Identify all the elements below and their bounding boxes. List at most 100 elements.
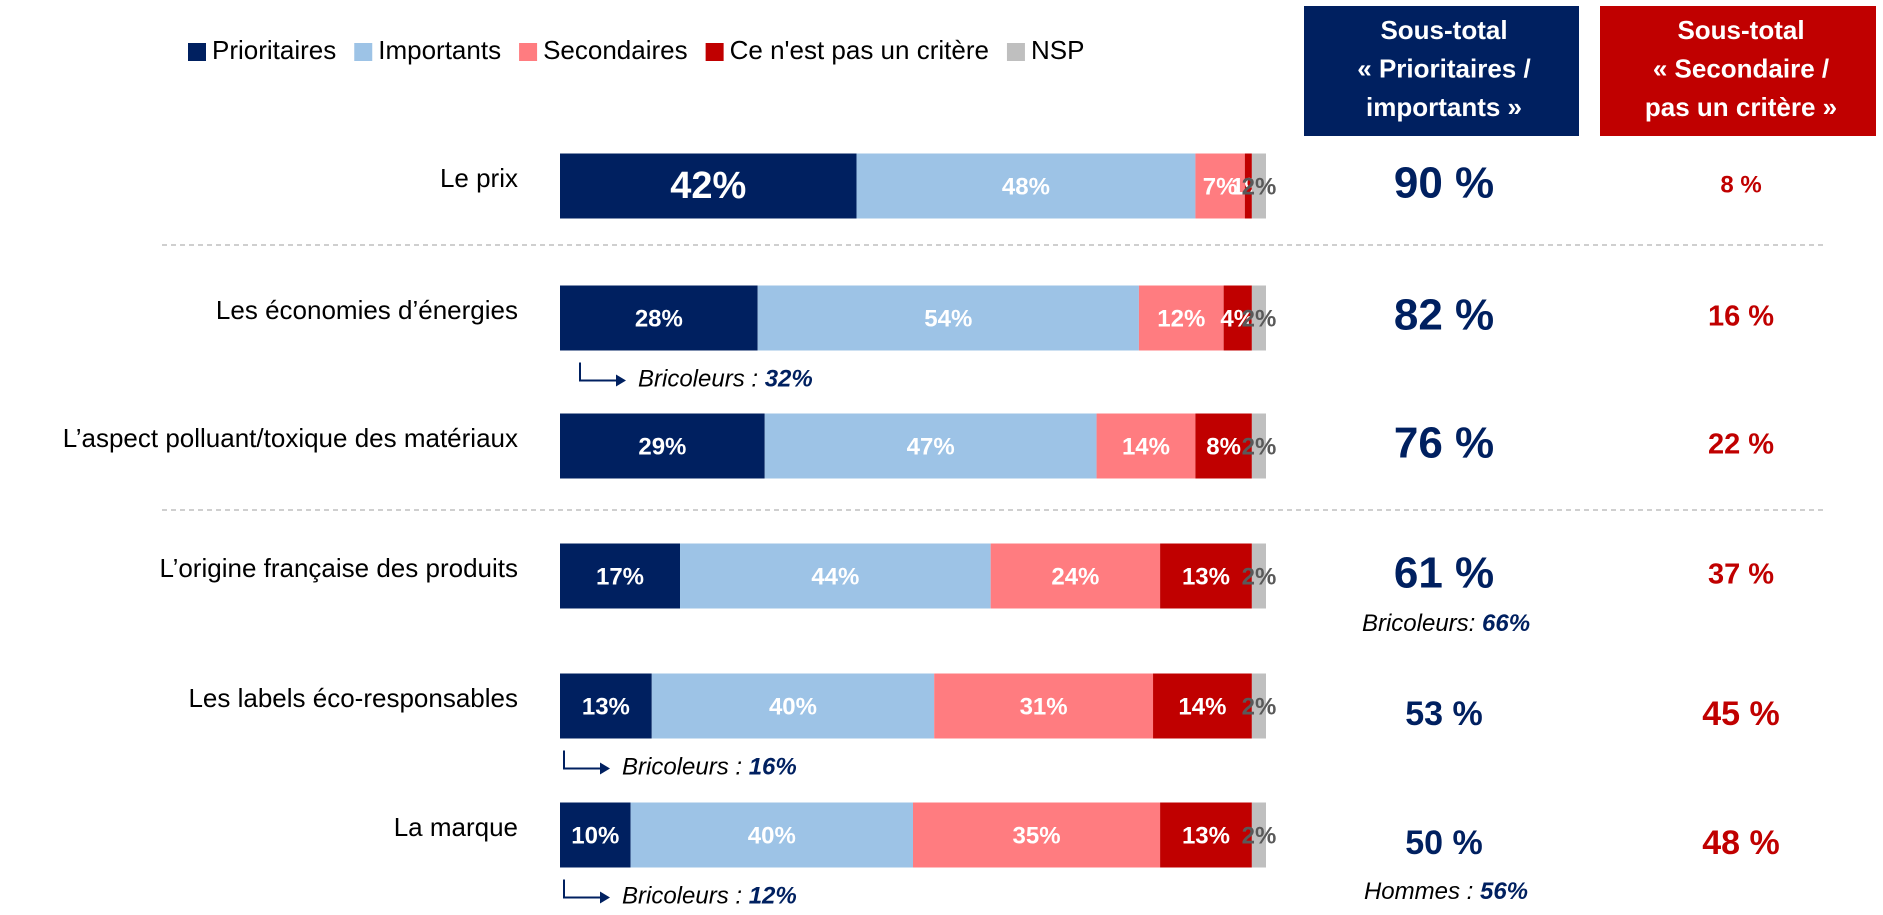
bar-value-label: 13%	[1182, 563, 1230, 590]
note-label: Bricoleurs:	[1362, 610, 1482, 637]
legend-label: NSP	[1031, 35, 1084, 65]
category-label: Les labels éco-responsables	[188, 683, 518, 713]
subtotal-header-line: « Prioritaires /	[1357, 53, 1530, 83]
subtotal-value: 61 %	[1394, 549, 1494, 598]
bar-segment	[1160, 802, 1252, 868]
legend-swatch	[519, 43, 538, 61]
category-label: L’origine française des produits	[160, 553, 518, 583]
note-label: Bricoleurs :	[622, 754, 749, 781]
subtotal-value: 22 %	[1708, 429, 1774, 461]
note-label: Bricoleurs :	[622, 883, 749, 910]
bar-segment	[1223, 285, 1252, 351]
bar-value-label: 13%	[582, 693, 630, 720]
subtotal-header-line: « Secondaire /	[1653, 53, 1829, 83]
note-arrowhead	[616, 374, 626, 387]
bar-value-label: 44%	[811, 563, 859, 590]
bar-segment	[1195, 153, 1245, 219]
category-label: La marque	[394, 812, 518, 842]
note-arrowhead	[600, 762, 610, 775]
bar-value-label: 17%	[596, 563, 644, 590]
note-value: 66%	[1482, 610, 1530, 637]
bar-segment	[1160, 543, 1252, 609]
subtotal-value: 48 %	[1702, 824, 1780, 862]
subtotal-header-box	[1304, 6, 1579, 136]
bar-segment	[560, 673, 652, 739]
bar-value-label: 8%	[1206, 433, 1241, 460]
category-label: L’aspect polluant/toxique des matériaux	[63, 423, 518, 453]
legend-swatch	[705, 43, 724, 61]
bar-value-label: 10%	[571, 822, 619, 849]
bar-segment	[1195, 413, 1252, 479]
bar-value-label: 4%	[1220, 305, 1255, 332]
bar-segment	[1251, 673, 1266, 739]
bar-segment	[934, 673, 1154, 739]
note: Bricoleurs: 66%	[1362, 610, 1530, 637]
bar-segment	[680, 543, 991, 609]
note: Bricoleurs : 12%	[622, 883, 797, 910]
legend-swatch	[354, 43, 373, 61]
bar-value-label: 2%	[1242, 173, 1277, 200]
note: Hommes : 56%	[1364, 878, 1528, 905]
subtotal-header-line: pas un critère »	[1645, 92, 1837, 122]
bar-segment	[560, 153, 857, 219]
bar-segment	[651, 673, 935, 739]
bar-segment	[856, 153, 1196, 219]
note-value: 16%	[749, 754, 797, 781]
bar-segment	[1251, 802, 1266, 868]
note-arrow	[563, 879, 600, 899]
bar-segment	[630, 802, 913, 868]
bar-value-label: 2%	[1242, 693, 1277, 720]
bar-segment	[560, 285, 758, 351]
note: Bricoleurs : 16%	[622, 754, 797, 781]
bar-segment	[757, 285, 1139, 351]
bar-value-label: 28%	[635, 305, 683, 332]
note: Bricoleurs : 32%	[638, 366, 813, 393]
bar-value-label: 2%	[1242, 822, 1277, 849]
subtotal-value: 8 %	[1720, 171, 1761, 198]
bar-value-label: 13%	[1182, 822, 1230, 849]
bar-value-label: 29%	[638, 433, 686, 460]
subtotal-header-line: Sous-total	[1677, 15, 1804, 45]
bar-segment	[990, 543, 1161, 609]
subtotal-value: 53 %	[1405, 695, 1483, 733]
bar-value-label: 40%	[748, 822, 796, 849]
bar-segment	[1153, 673, 1252, 739]
bar-segment	[1251, 543, 1266, 609]
legend-label: Secondaires	[543, 35, 688, 65]
note-arrow	[563, 750, 600, 770]
bar-segment	[560, 802, 631, 868]
note-label: Hommes :	[1364, 878, 1480, 905]
bar-segment	[1244, 153, 1252, 219]
category-label: Les économies d’énergies	[216, 295, 518, 325]
bar-value-label: 40%	[769, 693, 817, 720]
bar-value-label: 47%	[907, 433, 955, 460]
bar-value-label: 12%	[1157, 305, 1205, 332]
note-label: Bricoleurs :	[638, 366, 765, 393]
bar-value-label: 14%	[1122, 433, 1170, 460]
bar-value-label: 42%	[670, 165, 746, 207]
note-arrowhead	[600, 891, 610, 904]
bar-segment	[560, 413, 765, 479]
bar-segment	[1251, 285, 1266, 351]
bar-segment	[1251, 413, 1266, 479]
subtotal-value: 50 %	[1405, 824, 1483, 862]
legend-label: Ce n'est pas un critère	[730, 35, 989, 65]
note-value: 32%	[765, 366, 813, 393]
bar-value-label: 7%	[1203, 173, 1238, 200]
subtotal-value: 16 %	[1708, 301, 1774, 333]
bar-value-label: 35%	[1013, 822, 1061, 849]
bar-segment	[1138, 285, 1224, 351]
legend-label: Importants	[378, 35, 501, 65]
bar-segment	[764, 413, 1097, 479]
bar-segment	[560, 543, 681, 609]
bar-value-label: 2%	[1242, 305, 1277, 332]
subtotal-header-line: Sous-total	[1380, 15, 1507, 45]
legend-label: Prioritaires	[212, 35, 336, 65]
bar-segment	[1096, 413, 1196, 479]
bar-value-label: 24%	[1051, 563, 1099, 590]
subtotal-value: 76 %	[1394, 419, 1494, 468]
bar-segment	[913, 802, 1161, 868]
note-arrow	[579, 362, 616, 382]
subtotal-value: 90 %	[1394, 159, 1494, 208]
